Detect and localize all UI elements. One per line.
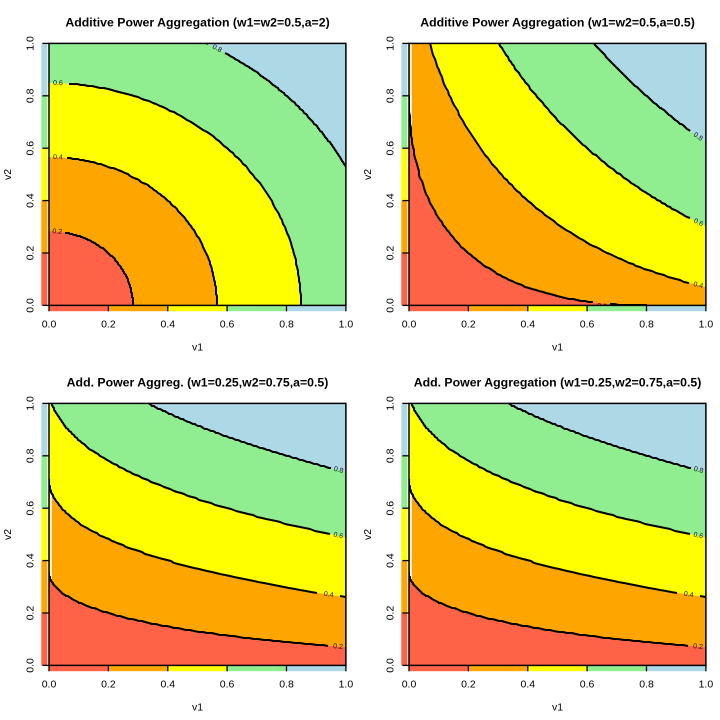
svg-text:0.4: 0.4 [385, 193, 397, 208]
svg-text:0.0: 0.0 [402, 678, 417, 690]
svg-text:0.0: 0.0 [402, 318, 417, 330]
svg-text:0.6: 0.6 [25, 141, 37, 156]
svg-text:0.0: 0.0 [42, 678, 57, 690]
svg-text:v1: v1 [552, 341, 563, 353]
svg-text:0.0: 0.0 [385, 298, 397, 313]
svg-text:v1: v1 [192, 701, 203, 713]
svg-text:1.0: 1.0 [385, 396, 397, 411]
svg-text:0.6: 0.6 [580, 678, 595, 690]
svg-text:0.2: 0.2 [385, 606, 397, 621]
svg-text:0.6: 0.6 [580, 318, 595, 330]
svg-text:v1: v1 [192, 341, 203, 353]
svg-text:1.0: 1.0 [699, 318, 714, 330]
svg-text:0.2: 0.2 [52, 228, 62, 236]
svg-text:0.0: 0.0 [25, 658, 37, 673]
svg-text:v2: v2 [2, 169, 14, 180]
svg-text:0.2: 0.2 [461, 318, 476, 330]
svg-text:1.0: 1.0 [339, 678, 354, 690]
svg-text:Add. Power Aggregation (w1=0.2: Add. Power Aggregation (w1=0.25,w2=0.75,… [414, 375, 702, 389]
svg-text:0.2: 0.2 [597, 303, 607, 311]
svg-text:0.4: 0.4 [160, 318, 175, 330]
svg-text:0.2: 0.2 [101, 678, 116, 690]
svg-text:0.4: 0.4 [160, 678, 175, 690]
svg-text:0.2: 0.2 [101, 318, 116, 330]
svg-text:0.4: 0.4 [693, 281, 704, 290]
svg-text:0.8: 0.8 [333, 466, 344, 475]
svg-text:0.6: 0.6 [220, 318, 235, 330]
svg-text:0.4: 0.4 [520, 318, 535, 330]
svg-text:1.0: 1.0 [25, 396, 37, 411]
svg-text:0.8: 0.8 [692, 131, 704, 142]
svg-text:0.2: 0.2 [385, 246, 397, 261]
svg-text:1.0: 1.0 [385, 36, 397, 51]
svg-text:v2: v2 [362, 169, 374, 180]
svg-text:0.2: 0.2 [25, 606, 37, 621]
svg-text:0.0: 0.0 [385, 658, 397, 673]
svg-text:0.8: 0.8 [639, 678, 654, 690]
svg-text:1.0: 1.0 [339, 318, 354, 330]
svg-text:0.8: 0.8 [211, 44, 223, 55]
svg-text:0.8: 0.8 [279, 318, 294, 330]
svg-text:0.2: 0.2 [461, 678, 476, 690]
svg-text:0.6: 0.6 [692, 218, 704, 229]
svg-text:0.2: 0.2 [693, 643, 703, 651]
svg-text:0.6: 0.6 [385, 141, 397, 156]
svg-text:0.8: 0.8 [25, 88, 37, 103]
svg-text:0.4: 0.4 [520, 678, 535, 690]
svg-text:Additive Power Aggregation (w1: Additive Power Aggregation (w1=w2=0.5,a=… [65, 15, 329, 29]
svg-text:0.8: 0.8 [385, 448, 397, 463]
svg-text:Add. Power Aggreg. (w1=0.25,w2: Add. Power Aggreg. (w1=0.25,w2=0.75,a=0.… [67, 375, 329, 389]
svg-text:0.4: 0.4 [385, 553, 397, 568]
svg-text:0.6: 0.6 [693, 532, 704, 541]
svg-text:0.4: 0.4 [323, 591, 334, 599]
svg-text:1.0: 1.0 [25, 36, 37, 51]
svg-text:0.2: 0.2 [25, 246, 37, 261]
svg-text:0.0: 0.0 [25, 298, 37, 313]
svg-text:0.6: 0.6 [25, 501, 37, 516]
svg-text:v2: v2 [362, 529, 374, 540]
svg-text:0.2: 0.2 [333, 643, 343, 651]
svg-text:v2: v2 [2, 529, 14, 540]
svg-text:0.8: 0.8 [385, 88, 397, 103]
svg-text:0.8: 0.8 [279, 678, 294, 690]
svg-text:0.8: 0.8 [693, 466, 704, 475]
svg-text:1.0: 1.0 [699, 678, 714, 690]
svg-text:0.6: 0.6 [220, 678, 235, 690]
svg-text:0.6: 0.6 [333, 532, 344, 541]
svg-text:0.4: 0.4 [683, 591, 694, 599]
svg-text:0.6: 0.6 [53, 80, 63, 87]
svg-text:Additive Power Aggregation (w1: Additive Power Aggregation (w1=w2=0.5,a=… [420, 15, 695, 29]
svg-text:0.0: 0.0 [42, 318, 57, 330]
svg-text:0.4: 0.4 [25, 553, 37, 568]
svg-text:0.4: 0.4 [53, 154, 63, 161]
svg-text:0.6: 0.6 [385, 501, 397, 516]
svg-text:v1: v1 [552, 701, 563, 713]
svg-text:0.8: 0.8 [639, 318, 654, 330]
svg-text:0.4: 0.4 [25, 193, 37, 208]
svg-text:0.8: 0.8 [25, 448, 37, 463]
